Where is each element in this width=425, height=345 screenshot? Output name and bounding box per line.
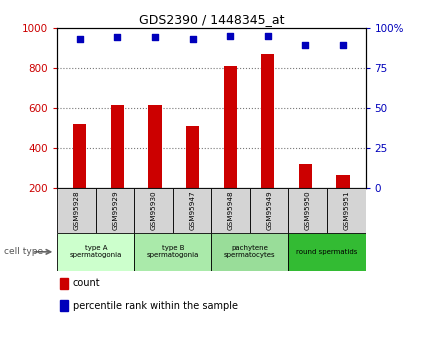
Point — [264, 33, 271, 38]
Text: type A
spermatogonia: type A spermatogonia — [70, 245, 122, 258]
Bar — [96, 188, 134, 233]
Point — [302, 42, 309, 48]
Bar — [250, 188, 289, 233]
Bar — [111, 105, 124, 188]
Text: cell type: cell type — [4, 247, 43, 256]
Bar — [74, 124, 87, 188]
Bar — [224, 66, 237, 188]
Text: GSM95930: GSM95930 — [151, 191, 157, 230]
Bar — [327, 188, 366, 233]
Bar — [261, 54, 275, 188]
Point — [227, 33, 234, 38]
Point — [76, 36, 83, 42]
Bar — [186, 126, 199, 188]
Bar — [57, 188, 96, 233]
Bar — [336, 175, 349, 188]
Point — [340, 42, 346, 48]
Bar — [211, 233, 289, 271]
Bar — [148, 105, 162, 188]
Bar — [211, 188, 250, 233]
Text: GSM95949: GSM95949 — [266, 191, 272, 230]
Bar — [57, 233, 134, 271]
Bar — [60, 300, 68, 311]
Bar — [60, 277, 68, 289]
Bar — [173, 188, 211, 233]
Text: percentile rank within the sample: percentile rank within the sample — [73, 301, 238, 311]
Bar — [289, 188, 327, 233]
Text: GSM95950: GSM95950 — [305, 191, 311, 230]
Point — [152, 34, 159, 40]
Text: GSM95951: GSM95951 — [343, 191, 349, 230]
Text: type B
spermatogonia: type B spermatogonia — [147, 245, 199, 258]
Text: GSM95928: GSM95928 — [74, 191, 79, 230]
Bar — [299, 164, 312, 188]
Point — [114, 34, 121, 40]
Bar — [289, 233, 366, 271]
Text: GSM95929: GSM95929 — [112, 191, 118, 230]
Point — [189, 36, 196, 42]
Title: GDS2390 / 1448345_at: GDS2390 / 1448345_at — [139, 13, 284, 27]
Bar — [134, 188, 173, 233]
Bar — [134, 233, 211, 271]
Text: round spermatids: round spermatids — [296, 249, 358, 255]
Text: GSM95948: GSM95948 — [228, 191, 234, 230]
Text: count: count — [73, 278, 100, 288]
Text: GSM95947: GSM95947 — [189, 191, 195, 230]
Text: pachytene
spermatocytes: pachytene spermatocytes — [224, 245, 276, 258]
